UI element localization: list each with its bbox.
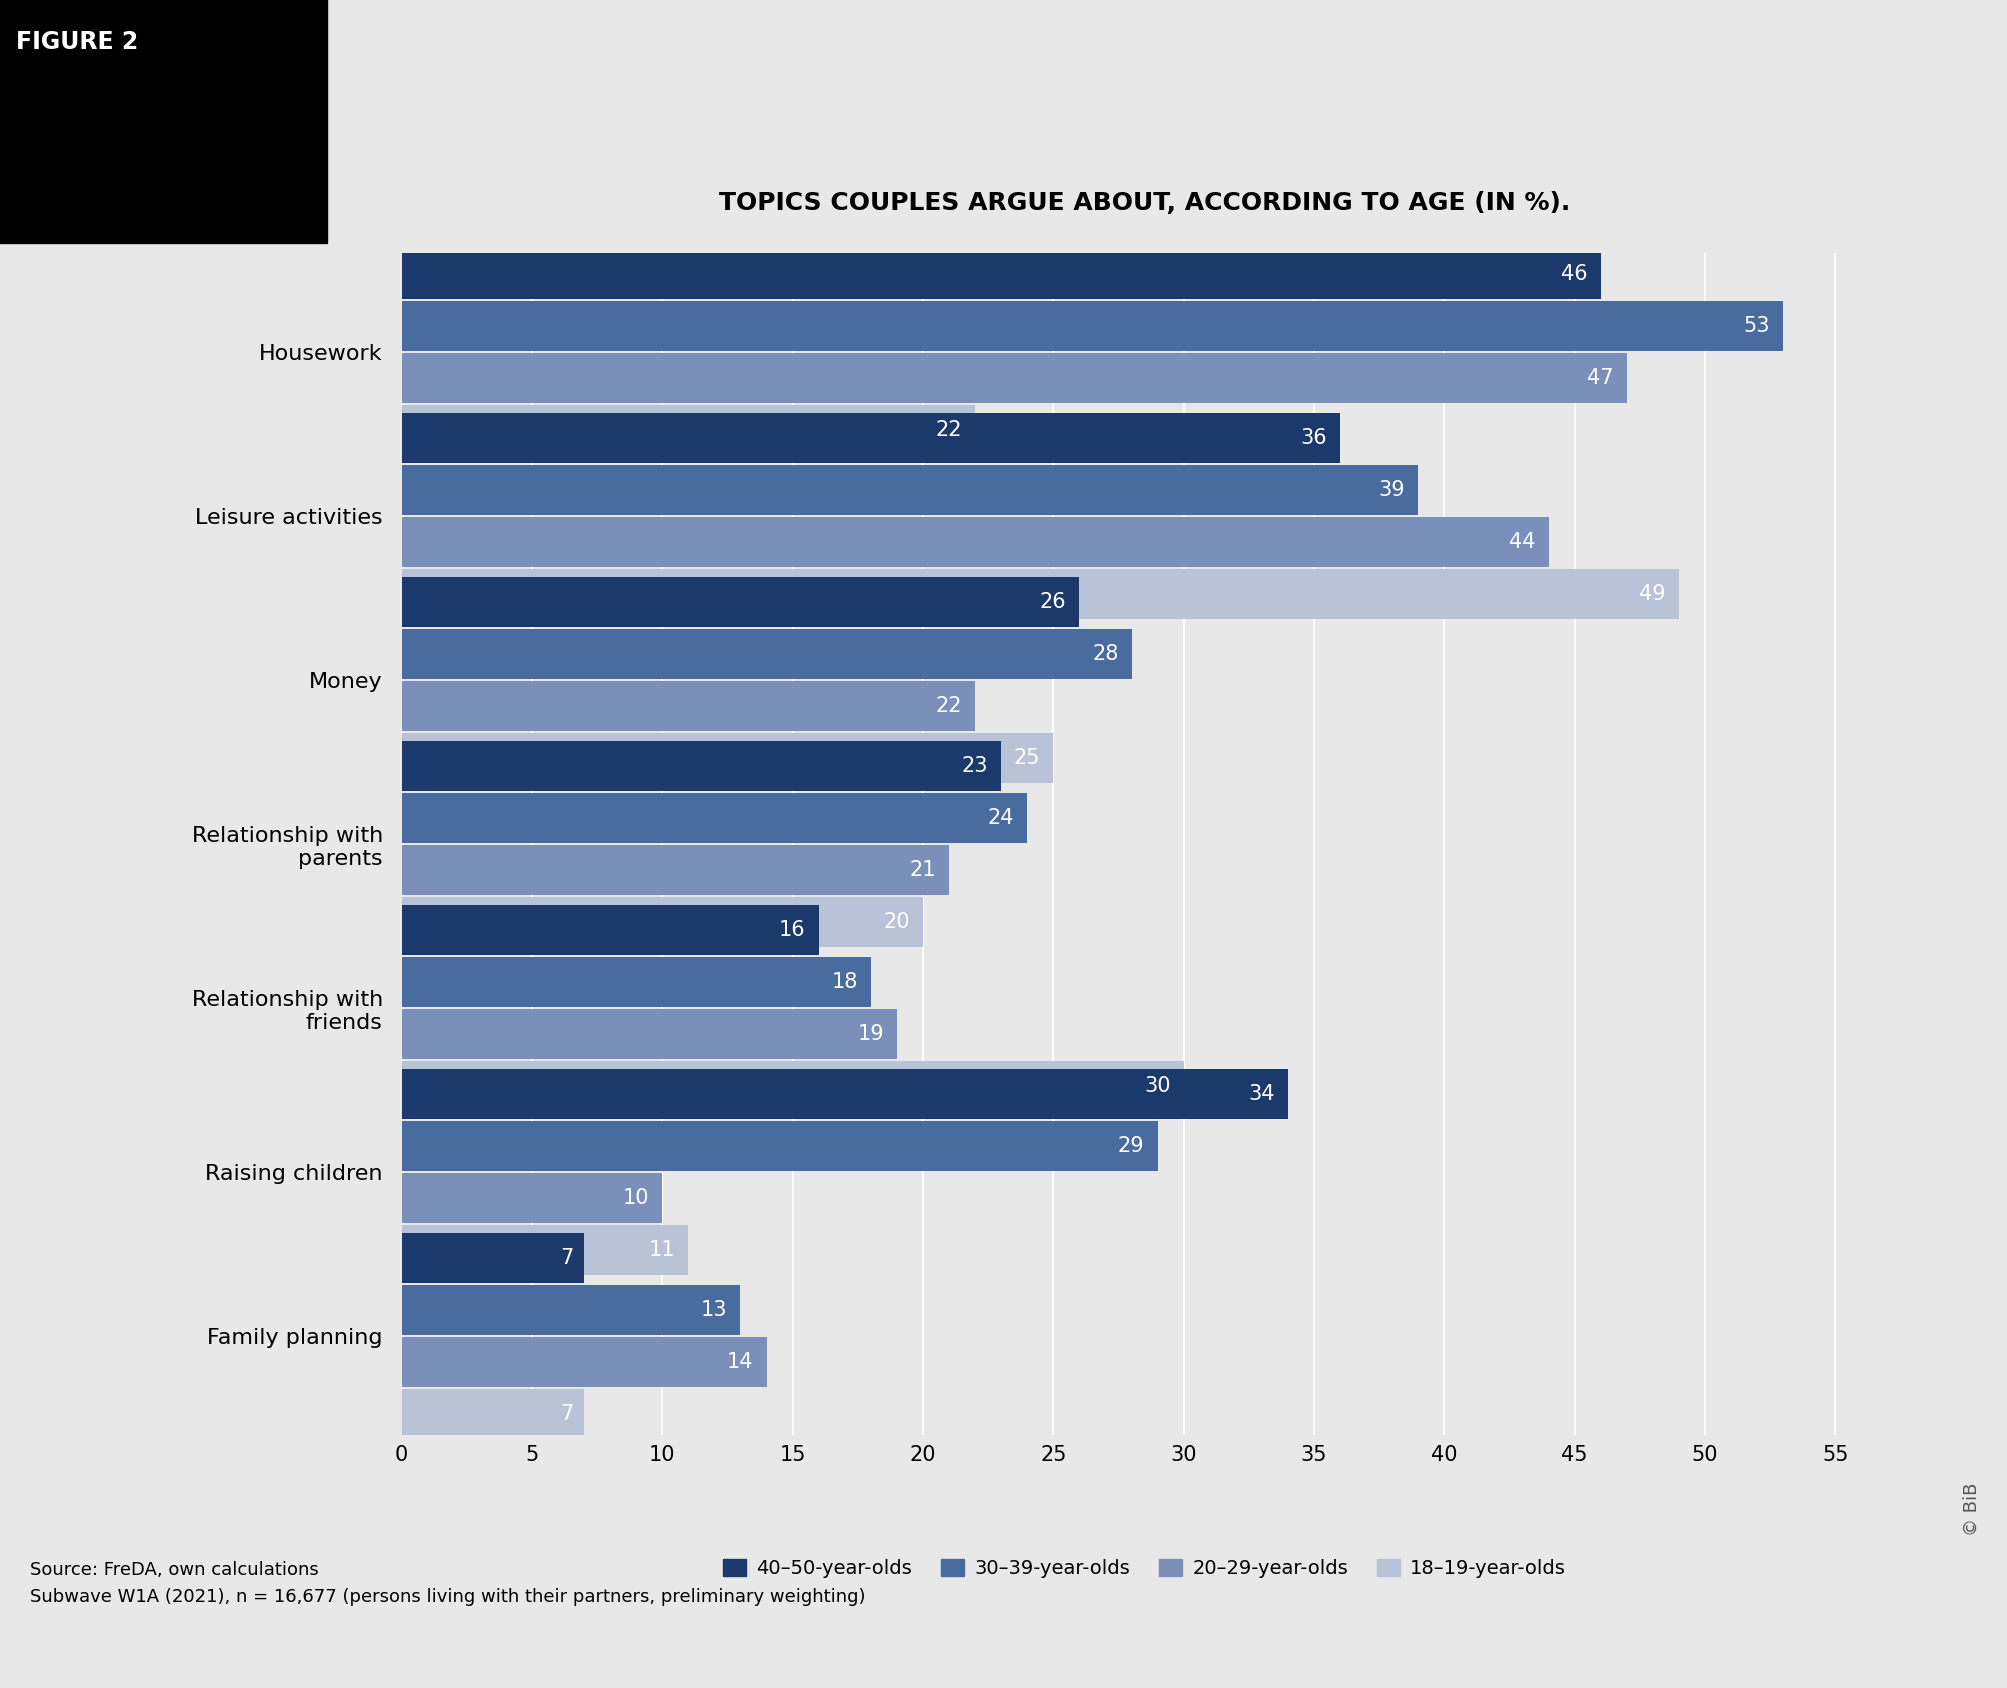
Bar — [401, 1009, 897, 1058]
Bar — [401, 630, 1132, 679]
Text: 25: 25 — [1014, 748, 1040, 768]
Bar — [401, 1234, 584, 1283]
Bar — [401, 414, 1339, 463]
Bar — [401, 464, 1417, 515]
Bar — [401, 1121, 1156, 1171]
Bar — [401, 300, 1782, 351]
Legend: 40–50-year-olds, 30–39-year-olds, 20–29-year-olds, 18–19-year-olds: 40–50-year-olds, 30–39-year-olds, 20–29-… — [714, 1551, 1573, 1585]
Bar — [401, 846, 949, 895]
Text: 24: 24 — [987, 809, 1014, 829]
Text: 29: 29 — [1118, 1136, 1144, 1156]
Text: 46: 46 — [1559, 263, 1588, 284]
Text: 19: 19 — [857, 1025, 883, 1045]
Text: 34: 34 — [1248, 1084, 1274, 1104]
Text: 23: 23 — [961, 756, 987, 776]
Text: 18: 18 — [831, 972, 857, 993]
Bar — [401, 405, 975, 454]
Text: 49: 49 — [1638, 584, 1666, 604]
Text: 53: 53 — [1742, 316, 1770, 336]
Bar — [401, 353, 1626, 403]
Bar — [401, 957, 871, 1008]
Text: 47: 47 — [1586, 368, 1614, 388]
Text: 7: 7 — [560, 1249, 574, 1268]
Bar — [401, 577, 1080, 626]
Text: 20: 20 — [883, 912, 909, 932]
Bar — [401, 517, 1547, 567]
Text: 30: 30 — [1144, 1075, 1170, 1096]
Bar — [401, 905, 819, 955]
Bar — [401, 793, 1028, 842]
Bar — [401, 1389, 584, 1440]
Text: 14: 14 — [727, 1352, 753, 1372]
Bar — [401, 248, 1600, 299]
Bar — [401, 1225, 688, 1274]
Bar — [401, 1337, 767, 1388]
Text: 13: 13 — [700, 1300, 727, 1320]
Bar — [401, 733, 1054, 783]
Bar — [401, 1062, 1182, 1111]
Text: TOPICS COUPLES ARGUE ABOUT, ACCORDING TO AGE (IN %).: TOPICS COUPLES ARGUE ABOUT, ACCORDING TO… — [719, 191, 1569, 214]
Text: 11: 11 — [648, 1241, 674, 1261]
Text: FIGURE 2: FIGURE 2 — [16, 30, 138, 54]
Text: 7: 7 — [560, 1404, 574, 1425]
Bar — [401, 1069, 1286, 1119]
Text: 26: 26 — [1040, 592, 1066, 613]
Bar — [401, 680, 975, 731]
Bar — [401, 741, 1001, 792]
Text: 21: 21 — [909, 859, 935, 879]
Text: 44: 44 — [1509, 532, 1535, 552]
Text: 22: 22 — [935, 420, 961, 439]
Bar — [401, 1285, 741, 1335]
Bar — [401, 1173, 662, 1224]
Bar — [401, 569, 1678, 619]
Text: 36: 36 — [1301, 427, 1327, 447]
Text: 22: 22 — [935, 695, 961, 716]
Text: © BiB: © BiB — [1963, 1482, 1979, 1536]
Text: 16: 16 — [779, 920, 805, 940]
Text: Source: FreDA, own calculations
Subwave W1A (2021), n = 16,677 (persons living w: Source: FreDA, own calculations Subwave … — [30, 1561, 865, 1605]
Text: 39: 39 — [1379, 479, 1405, 500]
Bar — [401, 896, 923, 947]
Text: 28: 28 — [1092, 643, 1118, 663]
Text: 10: 10 — [622, 1188, 648, 1209]
